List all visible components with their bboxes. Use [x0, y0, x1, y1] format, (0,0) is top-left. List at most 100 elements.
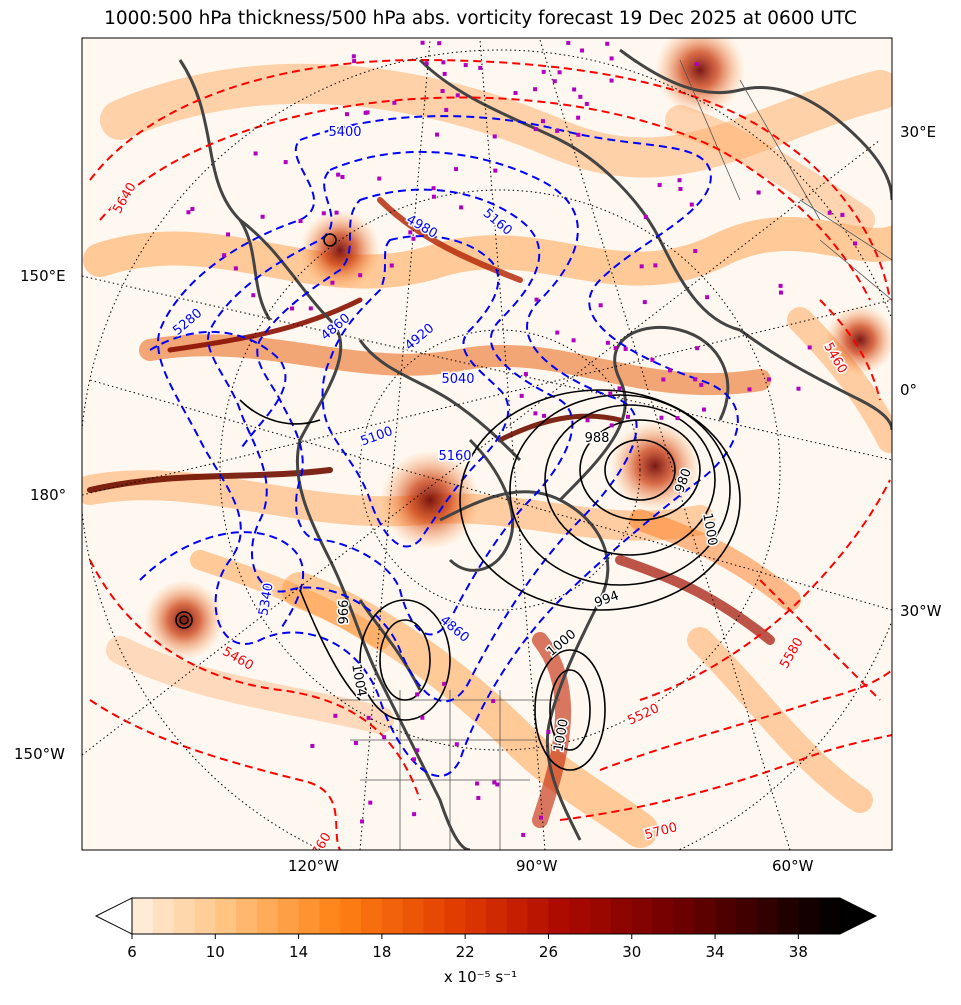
- colorbar-cell: [798, 898, 820, 934]
- station-marker: [333, 713, 338, 718]
- station-marker: [538, 815, 543, 820]
- station-marker: [437, 41, 442, 46]
- station-marker: [657, 183, 662, 188]
- station-markers: [186, 40, 858, 837]
- station-marker: [519, 393, 524, 398]
- lon-label-120w: 120°W: [288, 857, 339, 875]
- colorbar-tick-label: 30: [622, 943, 642, 961]
- station-marker: [455, 93, 460, 98]
- colorbar-cell: [756, 898, 779, 934]
- isobar-label-halo: 1004: [348, 663, 369, 698]
- station-marker: [617, 386, 622, 391]
- station-marker: [186, 210, 191, 215]
- colorbar-tick-label: 34: [705, 943, 725, 961]
- station-marker: [555, 330, 560, 335]
- station-marker: [609, 78, 614, 83]
- station-marker: [444, 107, 449, 112]
- station-marker: [260, 214, 265, 219]
- station-marker: [668, 368, 673, 373]
- station-marker: [778, 283, 783, 288]
- isobar-label-halo: 1000: [699, 512, 720, 547]
- station-marker: [492, 780, 497, 785]
- station-marker: [358, 273, 363, 278]
- station-marker: [492, 134, 497, 139]
- station-marker: [699, 382, 704, 387]
- station-marker: [578, 94, 583, 99]
- lon-label-0: 0°: [900, 381, 918, 399]
- station-marker: [533, 87, 538, 92]
- station-marker: [454, 742, 459, 747]
- lon-label-30w-right: 30°W: [900, 602, 942, 620]
- station-marker: [650, 357, 655, 362]
- station-marker: [415, 692, 420, 697]
- station-marker: [623, 347, 628, 352]
- station-marker: [653, 263, 658, 268]
- station-marker: [253, 151, 258, 156]
- station-marker: [572, 87, 577, 92]
- station-marker: [290, 306, 295, 311]
- station-marker: [377, 176, 382, 181]
- station-marker: [689, 202, 694, 207]
- station-marker: [827, 210, 832, 215]
- colorbar-cell: [256, 898, 279, 934]
- station-marker: [580, 48, 585, 53]
- colorbar-cell: [236, 898, 258, 934]
- colorbar-cell: [173, 898, 195, 934]
- colorbar-cell: [194, 898, 216, 934]
- colorbar-cell: [569, 898, 591, 934]
- station-marker: [411, 757, 416, 762]
- station-marker: [694, 62, 699, 67]
- station-marker: [807, 345, 812, 350]
- station-marker: [678, 186, 683, 191]
- isobar-label-halo: 1000: [551, 718, 572, 753]
- station-marker: [392, 100, 397, 105]
- station-marker: [336, 172, 341, 177]
- lon-label-30e: 30°E: [900, 123, 937, 141]
- station-marker: [463, 63, 468, 68]
- station-marker: [491, 699, 496, 704]
- colorbar-tick-label: 22: [455, 943, 475, 961]
- station-marker: [659, 415, 664, 420]
- thickness-label-cold: 5340: [256, 582, 277, 617]
- thickness-label-cold: 5160: [438, 449, 471, 464]
- station-marker: [693, 377, 698, 382]
- station-marker: [613, 346, 618, 351]
- colorbar-cell: [486, 898, 508, 934]
- station-marker: [420, 40, 425, 45]
- colorbar-cell: [423, 898, 445, 934]
- colorbar-extend-max: [839, 897, 878, 935]
- station-marker: [424, 61, 429, 66]
- thickness-label-cold-halo: 5340: [256, 582, 277, 617]
- station-marker: [675, 416, 680, 421]
- isobar-label: 996: [334, 600, 349, 625]
- colorbar-tick-label: 6: [127, 943, 137, 961]
- colorbar-cell: [298, 898, 320, 934]
- station-marker: [693, 249, 698, 254]
- station-marker: [523, 372, 528, 377]
- station-marker: [334, 210, 339, 215]
- station-marker: [534, 297, 539, 302]
- station-marker: [408, 230, 413, 235]
- station-marker: [584, 101, 589, 106]
- colorbar-cell: [444, 898, 466, 934]
- station-marker: [321, 211, 326, 216]
- station-marker: [440, 88, 445, 93]
- colorbar-cell: [735, 898, 758, 934]
- lon-label-150e: 150°E: [20, 267, 66, 285]
- isobar-label: 1000: [699, 512, 720, 547]
- colorbar-cell: [777, 898, 799, 934]
- colorbar-label: x 10⁻⁵ s⁻¹: [443, 968, 518, 986]
- station-marker: [340, 174, 345, 179]
- station-marker: [608, 391, 613, 396]
- isobar-label: 988: [585, 431, 610, 446]
- thickness-label-cold-halo: 5160: [438, 449, 471, 464]
- station-marker: [226, 232, 231, 237]
- station-marker: [853, 241, 858, 246]
- colorbar-cell: [610, 898, 633, 934]
- station-marker: [222, 253, 227, 258]
- station-marker: [442, 681, 447, 686]
- station-marker: [412, 812, 417, 817]
- station-marker: [609, 56, 614, 61]
- mslp-isobars: [175, 233, 741, 771]
- colorbar-cell: [715, 898, 737, 934]
